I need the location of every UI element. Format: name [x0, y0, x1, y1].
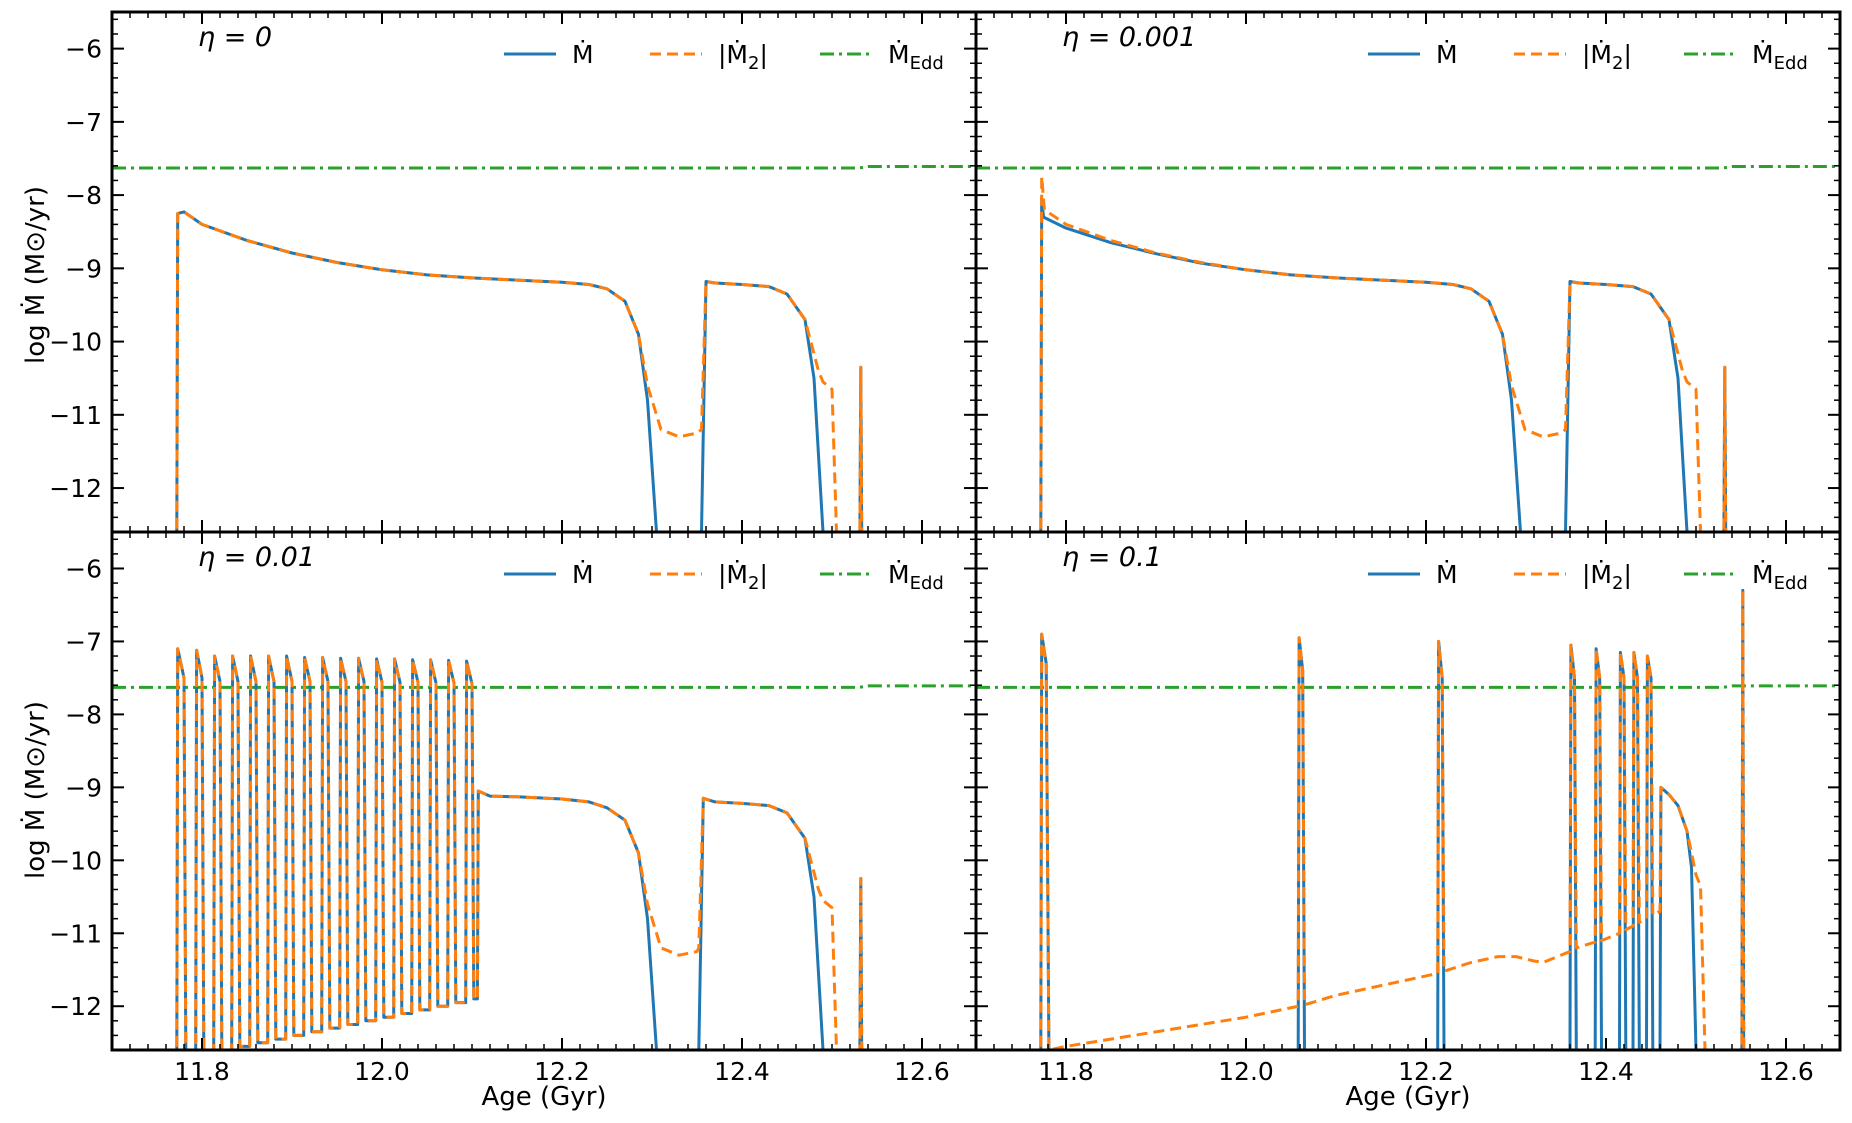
legend-label-mdot: Ṁ [572, 40, 594, 69]
x-tick-label: 12.2 [534, 1057, 590, 1086]
series-line-edd [112, 684, 976, 689]
x-tick-label: 12.6 [894, 1057, 950, 1086]
x-tick-label: 11.8 [1038, 1057, 1094, 1086]
legend: Ṁ |Ṁ2| ṀEdd [1368, 40, 1808, 74]
x-tick-label: 12.2 [1398, 1057, 1454, 1086]
y-tick-label: −11 [49, 401, 102, 430]
y-tick-label: −7 [65, 108, 102, 137]
y-axis-title-top: log Ṁ (M⊙/yr) [19, 186, 51, 364]
panel-label: η = 0.1 [1062, 542, 1162, 573]
x-tick-label: 12.6 [1758, 1057, 1814, 1086]
y-tick-label: −9 [65, 254, 102, 283]
y-tick-label: −12 [49, 992, 102, 1021]
x-tick-label: 12.0 [354, 1057, 410, 1086]
y-tick-label: −8 [65, 700, 102, 729]
y-axis-title-bottom: log Ṁ (M⊙/yr) [19, 701, 51, 879]
panel-eta-01: 11.8 12.0 12.2 12.4 12.6η = 0.1Ṁ |Ṁ2| ṀEdd [974, 530, 1842, 1086]
x-tick-label: 11.8 [174, 1057, 230, 1086]
x-axis-title-left: Age (Gyr) [481, 1082, 606, 1112]
legend: Ṁ |Ṁ2| ṀEdd [1368, 560, 1808, 594]
series-line-edd [976, 165, 1840, 170]
x-tick-label: 12.4 [1578, 1057, 1634, 1086]
series-line-edd [112, 165, 976, 170]
series-line-m2dot [112, 647, 864, 1050]
series-line-m2dot [976, 588, 1746, 1050]
y-tick-label: −8 [65, 181, 102, 210]
panel-label: η = 0 [198, 22, 272, 53]
y-tick-label: −10 [49, 846, 102, 875]
x-tick-label: 12.4 [714, 1057, 770, 1086]
y-tick-label: −12 [49, 474, 102, 503]
y-tick-label: −6 [65, 554, 102, 583]
y-tick-label: −10 [49, 328, 102, 357]
y-tick-label: −11 [49, 919, 102, 948]
legend-label-m2dot: |Ṁ2| [718, 40, 768, 74]
x-tick-label: 12.0 [1218, 1057, 1274, 1086]
panel-label: η = 0.01 [198, 542, 315, 573]
legend-label-m2dot: |Ṁ2| [1582, 560, 1632, 594]
legend-label-mdot: Ṁ [1436, 560, 1458, 589]
y-tick-label: −6 [65, 35, 102, 64]
series-line-edd [976, 684, 1840, 689]
legend-label-m2dot: |Ṁ2| [718, 560, 768, 594]
x-axis-title-right: Age (Gyr) [1345, 1082, 1470, 1112]
legend-label-m2dot: |Ṁ2| [1582, 40, 1632, 74]
y-tick-label: −9 [65, 773, 102, 802]
legend-label-mdot: Ṁ [572, 560, 594, 589]
panel-label: η = 0.001 [1062, 22, 1196, 53]
y-tick-label: −7 [65, 627, 102, 656]
axes-frame [974, 530, 1842, 1052]
legend-label-mdot: Ṁ [1436, 40, 1458, 69]
legend: Ṁ |Ṁ2| ṀEdd [504, 40, 944, 74]
